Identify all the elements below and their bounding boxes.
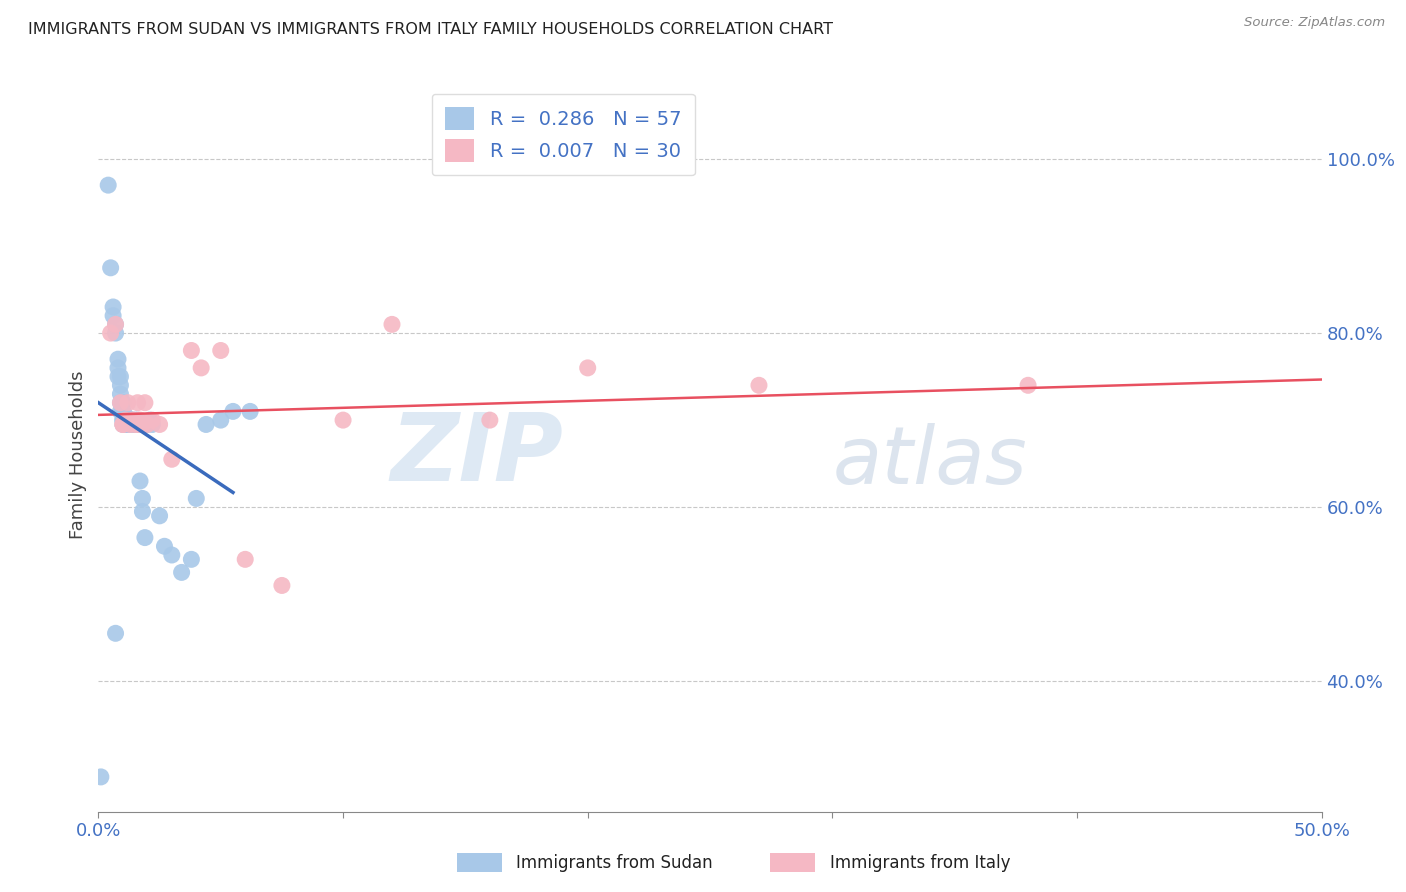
Point [117, 417, 139, 432]
Point [114, 409, 136, 423]
Point [131, 417, 153, 432]
Legend: R =  0.286   N = 57, R =  0.007   N = 30: R = 0.286 N = 57, R = 0.007 N = 30 [432, 94, 695, 176]
Point [222, 404, 245, 418]
Text: atlas: atlas [832, 423, 1028, 501]
Point [195, 417, 218, 432]
Point [104, 318, 127, 332]
Point [111, 417, 134, 432]
Point [124, 417, 146, 432]
Point [114, 417, 136, 432]
Point [141, 417, 163, 432]
Point [110, 395, 132, 409]
Point [186, 491, 208, 506]
Point [117, 395, 139, 409]
Point [134, 531, 156, 545]
Point [160, 452, 183, 467]
Y-axis label: Family Households: Family Households [69, 371, 87, 539]
Point [100, 326, 122, 340]
Point [127, 417, 149, 432]
Point [90, 770, 112, 784]
Point [131, 504, 153, 518]
Point [101, 300, 124, 314]
Point [120, 417, 142, 432]
Text: Immigrants from Italy: Immigrants from Italy [830, 854, 1010, 871]
Point [381, 318, 404, 332]
Point [114, 413, 136, 427]
Text: Source: ZipAtlas.com: Source: ZipAtlas.com [1244, 16, 1385, 29]
Point [239, 404, 262, 418]
Point [110, 395, 132, 409]
Point [127, 395, 149, 409]
Point [209, 413, 232, 427]
Point [110, 369, 132, 384]
Point [110, 378, 132, 392]
Bar [457, 853, 502, 872]
Point [134, 395, 156, 409]
Point [124, 413, 146, 427]
Point [104, 626, 127, 640]
Point [107, 369, 129, 384]
Point [111, 413, 134, 427]
Point [1017, 378, 1039, 392]
Point [120, 417, 142, 432]
Point [180, 343, 202, 358]
Point [104, 318, 127, 332]
Point [121, 413, 143, 427]
Point [149, 508, 172, 523]
Point [107, 352, 129, 367]
Point [111, 417, 134, 432]
Point [120, 417, 142, 432]
Point [127, 413, 149, 427]
Point [110, 404, 132, 418]
Point [101, 309, 124, 323]
Point [136, 417, 159, 432]
Point [136, 417, 159, 432]
Point [127, 417, 149, 432]
Point [121, 417, 143, 432]
Point [111, 404, 134, 418]
Point [114, 417, 136, 432]
Point [160, 548, 183, 562]
Point [111, 395, 134, 409]
Point [190, 360, 212, 375]
Point [170, 566, 193, 580]
Text: IMMIGRANTS FROM SUDAN VS IMMIGRANTS FROM ITALY FAMILY HOUSEHOLDS CORRELATION CHA: IMMIGRANTS FROM SUDAN VS IMMIGRANTS FROM… [28, 22, 834, 37]
Text: ZIP: ZIP [391, 409, 564, 501]
Point [131, 491, 153, 506]
Point [153, 539, 176, 553]
Point [149, 417, 172, 432]
Point [209, 343, 232, 358]
Point [107, 360, 129, 375]
Point [180, 552, 202, 566]
Point [121, 417, 143, 432]
Point [129, 413, 152, 427]
Point [117, 413, 139, 427]
Point [332, 413, 354, 427]
Point [97, 178, 120, 193]
Point [270, 578, 294, 592]
Point [111, 404, 134, 418]
Point [127, 417, 149, 432]
Point [129, 474, 152, 488]
Point [478, 413, 501, 427]
Point [110, 387, 132, 401]
Point [124, 417, 146, 432]
Point [139, 413, 162, 427]
Point [111, 417, 134, 432]
Bar [770, 853, 815, 872]
Point [120, 413, 142, 427]
Point [576, 360, 599, 375]
Point [104, 326, 127, 340]
Point [233, 552, 256, 566]
Point [748, 378, 770, 392]
Point [111, 413, 134, 427]
Point [111, 395, 134, 409]
Point [114, 413, 136, 427]
Point [100, 260, 122, 275]
Point [121, 413, 143, 427]
Text: Immigrants from Sudan: Immigrants from Sudan [516, 854, 713, 871]
Point [141, 413, 163, 427]
